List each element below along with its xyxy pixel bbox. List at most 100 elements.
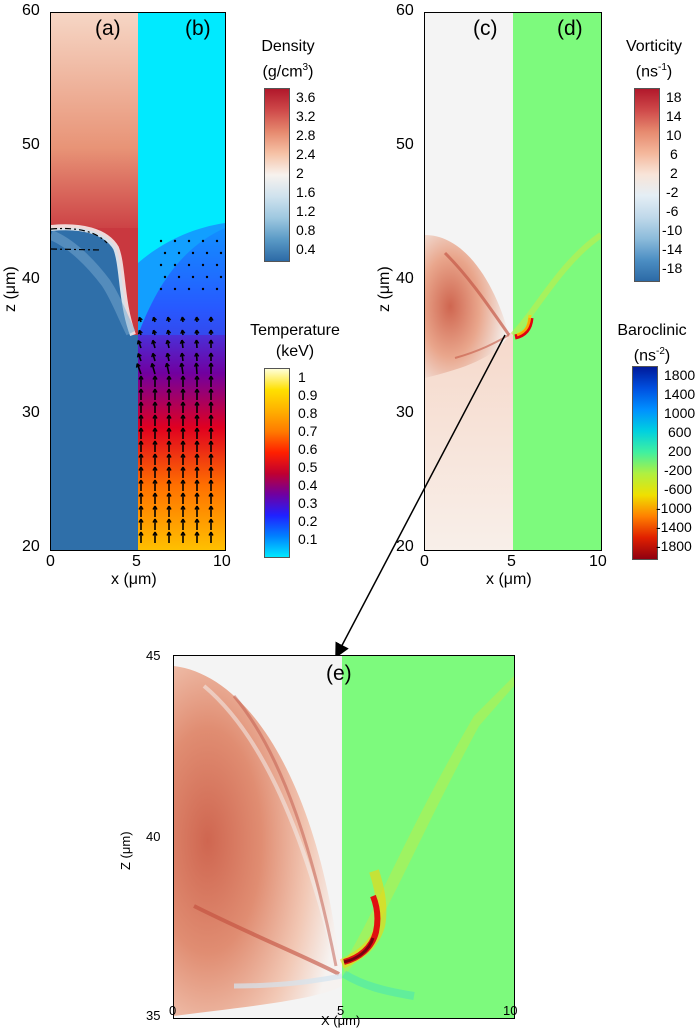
- velocity-arrows: [135, 239, 223, 543]
- velocity-dot: [187, 239, 191, 243]
- velocity-arrow-head: [152, 414, 156, 419]
- velocity-arrow-head: [135, 363, 138, 368]
- velocity-arrow-head: [151, 340, 154, 345]
- velocity-arrow-head: [194, 388, 198, 393]
- velocity-arrow-head: [180, 401, 184, 406]
- velocity-arrow-head: [180, 427, 184, 432]
- velocity-arrow-head: [180, 531, 184, 536]
- velocity-arrow-head: [180, 440, 184, 445]
- velocity-arrow-head: [193, 362, 197, 367]
- velocity-arrow-head: [166, 375, 170, 380]
- velocity-dot: [173, 239, 177, 243]
- velocity-arrow: [195, 362, 198, 375]
- panel-label-e: (e): [326, 662, 352, 685]
- velocity-arrow-head: [166, 414, 170, 419]
- velocity-dot: [163, 275, 167, 279]
- velocity-arrow-head: [138, 388, 142, 393]
- velocity-arrow-head: [194, 375, 198, 380]
- zoom-field: [174, 656, 514, 1018]
- velocity-arrow-head: [152, 453, 156, 458]
- velocity-arrow-head: [194, 329, 198, 334]
- velocity-arrow-head: [166, 466, 170, 471]
- velocity-arrow-head: [137, 317, 140, 322]
- velocity-dot: [173, 287, 177, 291]
- velocity-arrow: [165, 363, 170, 375]
- top-right-x-axis-title: x (μm): [486, 571, 532, 588]
- interface-line-1: [51, 227, 108, 244]
- velocity-arrow-head: [138, 401, 142, 406]
- top-left-x-axis-title: x (μm): [111, 571, 157, 588]
- velocity-arrow-head: [151, 353, 154, 358]
- velocity-arrow-head: [194, 492, 198, 497]
- velocity-dot: [173, 263, 177, 267]
- velocity-arrow-head: [152, 427, 156, 432]
- velocity-arrow-head: [208, 414, 212, 419]
- velocity-arrow-head: [180, 466, 184, 471]
- velocity-arrow-head: [208, 316, 212, 321]
- velocity-arrow-head: [208, 492, 212, 497]
- velocity-arrow-head: [165, 339, 169, 345]
- velocity-dot: [205, 275, 209, 279]
- velocity-arrow-head: [150, 363, 153, 368]
- panel-label-d: (d): [557, 17, 583, 40]
- velocity-arrow-head: [208, 375, 212, 380]
- density-temperature-panel: (a) (b): [50, 12, 226, 551]
- velocity-arrow-head: [165, 352, 169, 358]
- velocity-arrow-head: [166, 492, 170, 497]
- cbar-baroclinic-fill: [633, 367, 657, 559]
- velocity-arrow-head: [208, 466, 212, 471]
- velocity-arrow-head: [138, 466, 142, 471]
- velocity-dot: [191, 251, 195, 255]
- cbar-density-fill: [265, 89, 289, 261]
- vorticity-colorbar: [634, 88, 660, 282]
- velocity-arrow-head: [208, 427, 212, 432]
- velocity-arrow-head: [138, 518, 142, 523]
- top-left-z-axis-title: z (μm): [2, 266, 19, 312]
- zoom-panel: (e): [173, 655, 515, 1019]
- z-tick-40: 40: [22, 270, 40, 287]
- velocity-arrow-head: [166, 401, 170, 406]
- velocity-arrow-head: [166, 531, 170, 536]
- temperature-legend-title: Temperature (keV): [250, 322, 340, 360]
- velocity-arrow-head: [180, 479, 184, 484]
- velocity-arrow-head: [179, 339, 183, 345]
- baroclinic-colorbar: [632, 366, 658, 560]
- velocity-dot: [215, 287, 219, 291]
- velocity-arrow-head: [136, 353, 139, 358]
- velocity-arrow-head: [180, 388, 184, 393]
- velocity-dot: [187, 263, 191, 267]
- x-tick-10: 10: [213, 553, 231, 570]
- velocity-arrow-head: [138, 375, 142, 380]
- velocity-arrow-head: [194, 440, 198, 445]
- velocity-arrow-head: [166, 388, 170, 393]
- cbar-vorticity-fill: [635, 89, 659, 281]
- velocity-dot: [201, 287, 205, 291]
- velocity-arrow-head: [152, 466, 156, 471]
- velocity-arrow-head: [152, 505, 156, 510]
- density-temperature-field: [51, 13, 225, 550]
- velocity-arrow-head: [138, 531, 142, 536]
- velocity-dot: [159, 263, 163, 267]
- velocity-dot: [187, 287, 191, 291]
- bottom-x-axis-title: X (μm): [321, 1013, 361, 1028]
- velocity-arrow-head: [138, 505, 142, 510]
- velocity-dot: [219, 251, 223, 255]
- velocity-arrow-head: [166, 329, 169, 335]
- z-tick-50: 50: [22, 136, 40, 153]
- velocity-arrow-head: [166, 440, 170, 445]
- z-tick-30: 30: [22, 404, 40, 421]
- velocity-arrow-head: [179, 362, 183, 368]
- panel-label-a: (a): [95, 17, 121, 40]
- velocity-arrow-head: [152, 492, 156, 497]
- velocity-arrow-head: [152, 518, 156, 523]
- bottom-z-axis-title: Z (μm): [118, 831, 133, 870]
- velocity-arrow-head: [208, 440, 212, 445]
- velocity-arrow-head: [179, 352, 183, 358]
- velocity-arrow-head: [180, 453, 184, 458]
- velocity-arrow-head: [138, 440, 142, 445]
- velocity-arrow-head: [208, 329, 212, 334]
- velocity-arrow-head: [136, 340, 139, 345]
- velocity-arrow-head: [208, 401, 212, 406]
- velocity-arrow-head: [138, 492, 142, 497]
- velocity-arrow-head: [208, 362, 212, 367]
